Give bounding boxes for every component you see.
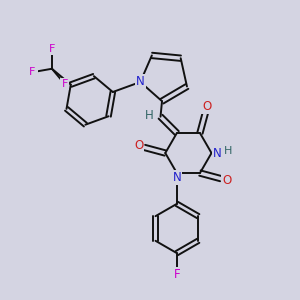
Text: O: O	[222, 174, 231, 187]
Text: H: H	[146, 109, 154, 122]
Text: N: N	[172, 171, 181, 184]
Text: O: O	[202, 100, 212, 113]
Text: O: O	[134, 140, 143, 152]
Text: N: N	[213, 146, 222, 160]
Text: H: H	[224, 146, 232, 157]
Text: N: N	[136, 76, 145, 88]
Text: F: F	[29, 67, 35, 77]
Text: F: F	[61, 79, 68, 89]
Text: F: F	[173, 268, 180, 281]
Text: F: F	[49, 44, 55, 54]
